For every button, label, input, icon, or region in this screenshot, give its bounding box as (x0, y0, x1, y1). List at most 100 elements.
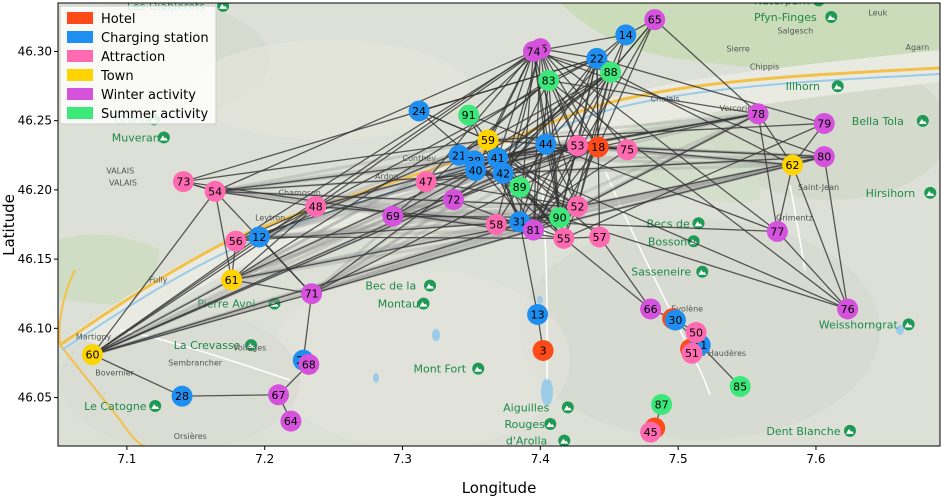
node-label: 87 (655, 398, 669, 411)
node-label: 83 (542, 75, 556, 88)
route-edge (231, 279, 312, 295)
route-edge (425, 51, 534, 182)
location-nodes: 3657184511515030668785131465228846748324… (81, 9, 859, 443)
location-node: 18 (587, 136, 609, 158)
x-tick-label: 7.5 (669, 452, 688, 466)
place-label: Bovernier (95, 368, 134, 377)
route-edge (559, 163, 793, 220)
node-marker (527, 303, 549, 325)
mountain-icon-glyph (833, 84, 842, 90)
place-label: Fully (149, 276, 168, 285)
place-label: Chamoson (279, 188, 321, 197)
route-edge (791, 164, 849, 310)
location-node: 76 (837, 298, 859, 320)
node-marker (664, 309, 686, 331)
route-edge (548, 79, 759, 115)
node-marker (382, 205, 404, 227)
node-marker (221, 269, 243, 291)
location-node: 56 (225, 230, 247, 252)
location-node: 28 (171, 385, 193, 407)
place-label: Pierre Avoi (197, 298, 255, 311)
route-edge (545, 143, 579, 207)
x-tick-label: 7.6 (806, 452, 825, 466)
node-marker (532, 339, 554, 361)
node-marker (616, 139, 638, 161)
place-label: Bosson (648, 235, 687, 248)
route-edge (539, 48, 579, 146)
place-label: Ardon (375, 172, 399, 181)
node-label: 58 (489, 219, 503, 232)
location-node: 65 (644, 9, 666, 31)
place-label: Dent Blanche (766, 425, 840, 438)
place-label: Sasseneire (631, 266, 691, 279)
node-label: 18 (591, 141, 605, 154)
route-edge (548, 80, 599, 148)
location-node: 71 (301, 283, 323, 305)
route-edge (519, 186, 565, 239)
route-edge (182, 394, 279, 397)
node-label: 51 (685, 347, 699, 360)
route-edge (215, 172, 504, 192)
node-label: 68 (302, 358, 316, 371)
route-edge (577, 113, 759, 147)
node-marker (204, 180, 226, 202)
node-marker (485, 214, 507, 235)
node-label: 65 (648, 14, 662, 27)
route-edge (539, 48, 778, 232)
node-label: 79 (817, 117, 831, 130)
node-marker (586, 47, 608, 69)
location-node: 42 (492, 162, 514, 184)
node-label: 30 (668, 314, 682, 327)
node-marker (458, 104, 480, 126)
mountain-icon-glyph (219, 3, 228, 9)
legend-label: Town (100, 69, 134, 84)
legend: Hotel Charging station Attraction Town Winte… (59, 5, 217, 125)
location-node: 53 (567, 135, 589, 157)
route-edge (311, 220, 521, 296)
place-label: Illhorn (786, 80, 820, 93)
node-label: 67 (272, 389, 286, 402)
route-edge (231, 206, 317, 281)
location-node: 57 (589, 226, 611, 248)
node-label: 66 (644, 303, 658, 316)
route-edge (458, 80, 550, 156)
node-marker (225, 230, 247, 252)
route-edge (548, 80, 849, 310)
node-marker (509, 176, 531, 198)
place-label: Bella Tola (852, 115, 904, 128)
node-marker (280, 410, 302, 432)
node-marker (589, 226, 611, 248)
location-node: 77 (766, 220, 788, 242)
x-tick-label: 7.2 (255, 452, 274, 466)
node-label: 69 (386, 210, 400, 223)
route-edge (503, 156, 825, 174)
location-node: 12 (248, 226, 270, 248)
location-node: 78 (747, 103, 769, 125)
route-edge (215, 190, 316, 208)
mountain-icon-glyph (474, 366, 483, 372)
location-node: 13 (527, 303, 549, 325)
route-edge (92, 236, 260, 356)
y-tick-label: 46.25 (18, 114, 52, 128)
location-node: 69 (382, 205, 404, 227)
mountain-icon-glyph (904, 322, 913, 328)
node-marker (305, 196, 327, 218)
node-marker (301, 283, 323, 305)
node-marker (268, 384, 289, 406)
node-marker (567, 196, 589, 218)
node-label: 52 (571, 201, 585, 214)
node-label: 71 (305, 288, 319, 301)
location-node: 3 (532, 339, 554, 361)
node-marker (415, 171, 437, 193)
mountain-icon (813, 3, 825, 7)
node-marker (766, 220, 788, 242)
x-tick-label: 7.1 (117, 452, 136, 466)
location-node: 55 (553, 227, 575, 249)
place-label: Vercorin (720, 104, 753, 113)
route-edge (425, 180, 578, 208)
route-edge (539, 48, 628, 151)
location-node: 74 (522, 40, 544, 62)
node-label: 48 (309, 201, 323, 214)
route-edge (563, 237, 652, 310)
route-edge (92, 205, 317, 356)
